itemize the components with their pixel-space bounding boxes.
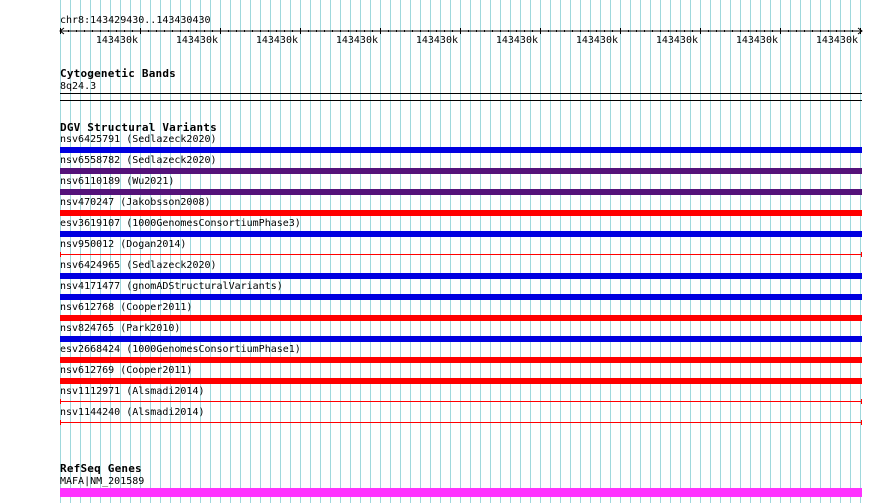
variant-label[interactable]: esv3619107 (1000GenomesConsortiumPhase3): [60, 218, 301, 229]
variant-label[interactable]: nsv612768 (Cooper2011): [60, 302, 193, 313]
variant-label[interactable]: nsv4171477 (gnomADStructuralVariants): [60, 281, 283, 292]
band-label[interactable]: 8q24.3: [60, 81, 97, 92]
ruler-tick-label: 143430k: [815, 35, 858, 46]
ruler-tick-label: 143430k: [575, 35, 618, 46]
ruler-tick-label: 143430k: [655, 35, 698, 46]
cytogenetic-title: Cytogenetic Bands: [60, 67, 176, 80]
variant-feature[interactable]: [60, 401, 862, 402]
variant-feature[interactable]: [60, 294, 862, 300]
variant-feature[interactable]: [60, 231, 862, 237]
location-label: chr8:143429430..143430430: [60, 15, 211, 26]
variant-endcap: [60, 420, 61, 425]
variant-label[interactable]: nsv6558782 (Sedlazeck2020): [60, 155, 217, 166]
variant-label[interactable]: nsv6424965 (Sedlazeck2020): [60, 260, 217, 271]
variant-feature[interactable]: [60, 254, 862, 255]
variant-label[interactable]: esv2668424 (1000GenomesConsortiumPhase1): [60, 344, 301, 355]
variant-feature[interactable]: [60, 147, 862, 153]
variant-feature[interactable]: [60, 422, 862, 423]
ruler-axis: [59, 27, 863, 35]
variant-label[interactable]: nsv1112971 (Alsmadi2014): [60, 386, 205, 397]
variant-endcap: [60, 252, 61, 257]
variant-feature[interactable]: [60, 210, 862, 216]
gene-feature[interactable]: [60, 488, 862, 497]
variant-feature[interactable]: [60, 378, 862, 384]
ruler-tick-label: 143430k: [175, 35, 218, 46]
variant-endcap: [861, 399, 862, 404]
variant-label[interactable]: nsv6110189 (Wu2021): [60, 176, 175, 187]
variant-feature[interactable]: [60, 168, 862, 174]
variant-label[interactable]: nsv612769 (Cooper2011): [60, 365, 193, 376]
ruler-tick-label: 143430k: [255, 35, 298, 46]
band-line: [60, 93, 862, 94]
variant-label[interactable]: nsv6425791 (Sedlazeck2020): [60, 134, 217, 145]
variant-endcap: [861, 252, 862, 257]
ruler-tick-label: 143430k: [335, 35, 378, 46]
dgv-title: DGV Structural Variants: [60, 121, 217, 134]
variant-feature[interactable]: [60, 357, 862, 363]
variant-feature[interactable]: [60, 273, 862, 279]
variant-label[interactable]: nsv950012 (Dogan2014): [60, 239, 187, 250]
variant-label[interactable]: nsv470247 (Jakobsson2008): [60, 197, 211, 208]
ruler-tick-label: 143430k: [415, 35, 458, 46]
variant-label[interactable]: nsv1144240 (Alsmadi2014): [60, 407, 205, 418]
ruler-tick-label: 143430k: [95, 35, 138, 46]
variant-endcap: [60, 399, 61, 404]
variant-feature[interactable]: [60, 315, 862, 321]
refseq-title: RefSeq Genes: [60, 462, 142, 475]
gene-label[interactable]: MAFA|NM_201589: [60, 476, 145, 487]
ruler-tick-label: 143430k: [735, 35, 778, 46]
variant-feature[interactable]: [60, 336, 862, 342]
variant-endcap: [861, 420, 862, 425]
ruler-tick-label: 143430k: [495, 35, 538, 46]
variant-label[interactable]: nsv824765 (Park2010): [60, 323, 181, 334]
track-divider: [60, 100, 862, 101]
variant-feature[interactable]: [60, 189, 862, 195]
